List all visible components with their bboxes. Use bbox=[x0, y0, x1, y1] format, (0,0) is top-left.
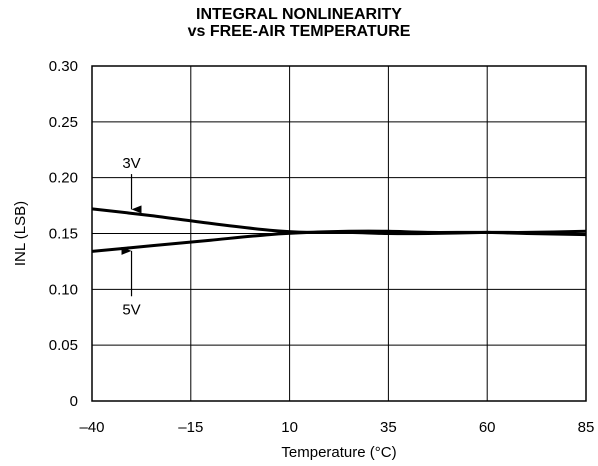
x-tick-label: 10 bbox=[281, 419, 298, 436]
y-axis-label: INL (LSB) bbox=[12, 201, 29, 266]
x-tick-label: –40 bbox=[79, 419, 104, 436]
annotation-label-5v: 5V bbox=[122, 301, 140, 318]
annotation-label-3v: 3V bbox=[122, 155, 140, 172]
annotations: 3V 5V bbox=[121, 155, 142, 318]
x-axis-label: Temperature (°C) bbox=[281, 444, 396, 461]
x-tick-label: –15 bbox=[178, 419, 203, 436]
y-tick-label: 0.20 bbox=[49, 170, 78, 187]
series-line-3v bbox=[91, 207, 587, 236]
y-tick-label: 0.15 bbox=[49, 226, 78, 243]
chart-title-line-2: vs FREE-AIR TEMPERATURE bbox=[187, 23, 411, 40]
y-tick-label: 0.25 bbox=[49, 114, 78, 131]
y-tick-label: 0.05 bbox=[49, 337, 78, 354]
plot-frame bbox=[91, 65, 587, 402]
series-line-5v bbox=[91, 229, 587, 253]
x-tick-label: 60 bbox=[479, 419, 496, 436]
y-tick-label: 0.30 bbox=[49, 58, 78, 75]
series-layer bbox=[91, 207, 587, 253]
x-tick-label: 85 bbox=[578, 419, 595, 436]
y-tick-label: 0 bbox=[70, 393, 78, 410]
chart-title-line-1: INTEGRAL NONLINEARITY bbox=[196, 6, 402, 23]
y-tick-label: 0.10 bbox=[49, 281, 78, 298]
x-tick-label: 35 bbox=[380, 419, 397, 436]
tick-labels: –40 –15 10 35 60 85 0 0.05 0.10 0.15 0.20 0.25 0.30 bbox=[49, 58, 595, 436]
